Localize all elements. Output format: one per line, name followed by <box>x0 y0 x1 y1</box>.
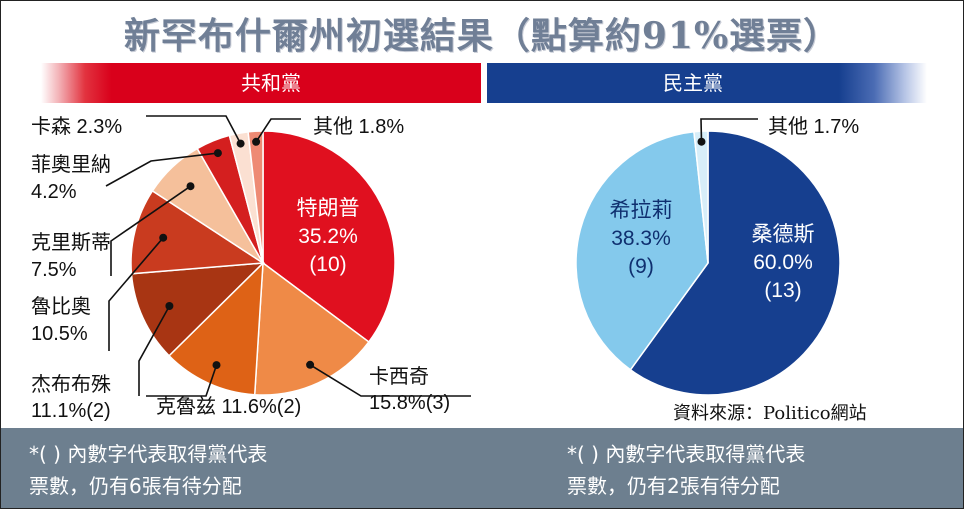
dem-label-name-0: 桑德斯 <box>752 223 815 246</box>
dem-label-delegates-0: (13) <box>764 279 801 302</box>
rep-slice-2 <box>168 261 264 396</box>
dem-label-delegates-1: (9) <box>628 255 654 278</box>
republican-label: 共和黨 <box>241 71 301 95</box>
rep-slice-3 <box>130 262 265 357</box>
rep-label-value-6: 4.2% <box>31 181 77 203</box>
rep-dot-6 <box>213 149 222 158</box>
rep-label-name-6: 菲奧里納 <box>31 153 111 176</box>
rep-slice-4 <box>130 189 266 275</box>
rep-dot-5 <box>186 182 195 191</box>
rep-label-name-1: 卡西奇 <box>369 365 429 388</box>
rep-label-7: 卡森 2.3% <box>31 115 122 138</box>
dem-dot-2 <box>697 137 706 146</box>
rep-leader-4 <box>108 237 164 351</box>
rep-dot-8 <box>252 137 261 146</box>
chart-title: 新罕布什爾州初選結果（點算約91%選票） <box>123 15 841 57</box>
rep-leader-7 <box>146 115 242 144</box>
dem-label-value-0: 60.0% <box>753 251 813 274</box>
rep-label-name-5: 克里斯蒂 <box>31 231 111 254</box>
pie-charts: 特朗普 35.2% (10) 卡西奇 15.8%(3) 克魯兹 11.6%(2) 杰布布殊 1… <box>31 115 859 422</box>
pie-labels: 特朗普 35.2% (10) 卡西奇 15.8%(3) 克魯兹 11.6%(2) 杰布布殊 1… <box>31 115 859 422</box>
rep-leader-8 <box>255 118 301 143</box>
rep-label-name-4: 魯比奧 <box>31 295 91 318</box>
rep-label-value-0: 35.2% <box>298 225 358 248</box>
democratic-note-line-2: 票數，仍有2張有待分配 <box>567 474 780 498</box>
democratic-note-line-1: *( ) 內數字代表取得黨代表 <box>567 442 806 466</box>
rep-label-delegates-0: (10) <box>309 253 346 276</box>
rep-label-8: 其他 1.8% <box>313 115 404 138</box>
republican-note: *( ) 內數字代表取得黨代表 票數，仍有6張有待分配 <box>29 438 389 502</box>
rep-dot-1 <box>306 360 315 369</box>
footer-bar <box>1 428 963 508</box>
rep-label-value-5: 7.5% <box>31 259 77 281</box>
dem-leader-2 <box>700 118 758 142</box>
rep-leader-6 <box>105 152 218 187</box>
rep-label-name-3: 杰布布殊 <box>31 373 111 396</box>
rep-leader-3 <box>138 305 171 396</box>
rep-leader-5 <box>110 185 191 276</box>
democratic-band: 民主黨 <box>487 63 927 103</box>
dem-slice-0 <box>629 130 841 396</box>
dem-slice-1 <box>575 130 709 371</box>
rep-slice-1 <box>253 261 370 396</box>
rep-label-value-1: 15.8%(3) <box>369 392 450 414</box>
rep-dot-3 <box>165 302 174 310</box>
rep-dot-2 <box>212 361 221 370</box>
source-note: 資料來源：Politico網站 <box>673 403 867 424</box>
dem-label-2: 其他 1.7% <box>768 115 859 138</box>
democratic-label: 民主黨 <box>663 71 723 95</box>
rep-label-2: 克魯兹 11.6%(2) <box>156 395 301 418</box>
rep-leader-1 <box>309 364 471 397</box>
republican-note-line-2: 票數，仍有6張有待分配 <box>29 474 242 498</box>
democratic-pie <box>575 130 841 396</box>
rep-dot-4 <box>159 233 168 242</box>
democratic-note: *( ) 內數字代表取得黨代表 票數，仍有2張有待分配 <box>567 438 927 502</box>
republican-pie <box>130 130 396 396</box>
rep-leader-2 <box>146 364 218 397</box>
rep-label-value-4: 10.5% <box>31 323 88 345</box>
republican-note-line-1: *( ) 內數字代表取得黨代表 <box>29 442 268 466</box>
dem-label-name-1: 希拉莉 <box>610 199 673 222</box>
rep-label-name-0: 特朗普 <box>297 197 360 220</box>
republican-band: 共和黨 <box>41 63 481 103</box>
rep-dot-7 <box>236 139 245 148</box>
rep-label-value-3: 11.1%(2) <box>31 400 111 422</box>
dem-label-value-1: 38.3% <box>611 227 671 250</box>
rep-slice-0 <box>262 130 396 343</box>
